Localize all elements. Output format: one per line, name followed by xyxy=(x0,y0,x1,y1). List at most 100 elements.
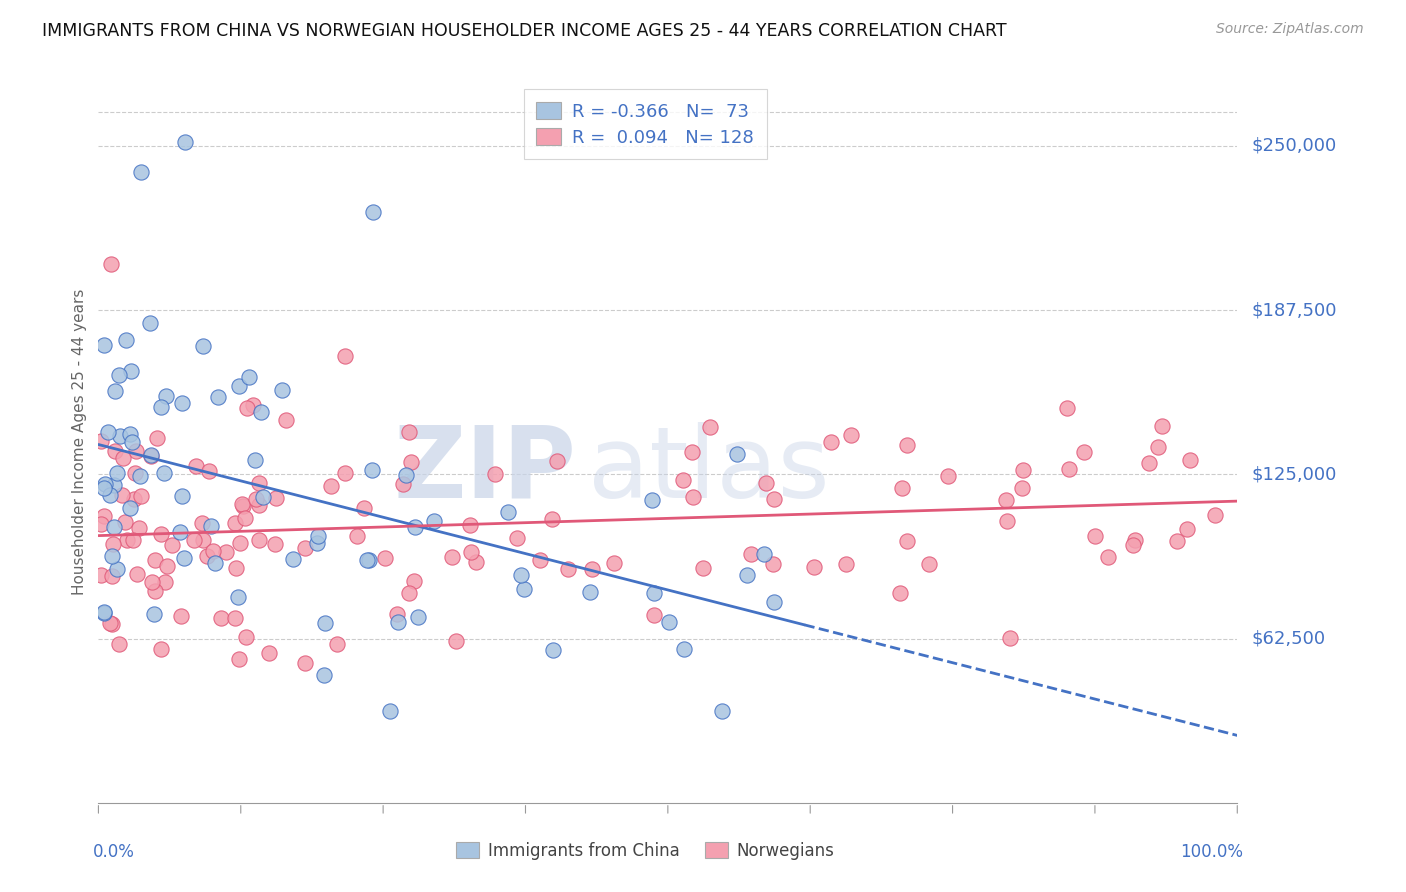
Point xyxy=(250,405,273,419)
Point xyxy=(319,479,342,493)
Point xyxy=(1011,463,1033,477)
Point xyxy=(125,566,148,581)
Point xyxy=(170,396,193,410)
Point xyxy=(101,549,124,563)
Point xyxy=(1152,419,1174,434)
Point xyxy=(755,476,778,491)
Point xyxy=(90,434,112,449)
Point xyxy=(141,574,163,589)
Point xyxy=(101,568,124,582)
Point xyxy=(97,425,120,439)
Point xyxy=(578,585,600,599)
Point xyxy=(114,333,136,347)
Point xyxy=(281,552,304,566)
Point xyxy=(172,489,194,503)
Point xyxy=(242,398,264,412)
Point xyxy=(603,556,626,570)
Point xyxy=(391,476,413,491)
Point xyxy=(398,585,420,599)
Point xyxy=(385,607,408,621)
Point xyxy=(103,519,125,533)
Point xyxy=(294,541,316,555)
Point xyxy=(1175,522,1198,536)
Point xyxy=(326,637,349,651)
Point xyxy=(257,646,280,660)
Point xyxy=(356,553,378,567)
Text: 0.0%: 0.0% xyxy=(93,843,135,861)
Point xyxy=(557,562,579,576)
Point xyxy=(98,487,121,501)
Point xyxy=(170,609,193,624)
Text: ZIP: ZIP xyxy=(394,422,576,519)
Point xyxy=(105,562,128,576)
Point xyxy=(692,561,714,575)
Point xyxy=(754,547,776,561)
Point xyxy=(1180,453,1202,467)
Point xyxy=(238,369,260,384)
Point xyxy=(90,517,112,532)
Point xyxy=(90,567,112,582)
Point xyxy=(236,401,259,415)
Point xyxy=(193,533,215,548)
Point xyxy=(207,390,229,404)
Point xyxy=(918,557,941,571)
Point xyxy=(740,547,762,561)
Point xyxy=(710,704,733,718)
Point xyxy=(378,704,401,718)
Point xyxy=(763,492,786,507)
Point xyxy=(111,450,134,465)
Point xyxy=(440,549,463,564)
Point xyxy=(374,550,396,565)
Point xyxy=(143,553,166,567)
Point xyxy=(111,488,134,502)
Point xyxy=(229,536,252,550)
Point xyxy=(245,491,267,506)
Point xyxy=(641,492,664,507)
Point xyxy=(183,533,205,547)
Point xyxy=(312,668,335,682)
Point xyxy=(889,586,911,600)
Point xyxy=(1097,550,1119,565)
Point xyxy=(129,469,152,483)
Point xyxy=(122,533,145,547)
Point xyxy=(118,500,141,515)
Point xyxy=(233,511,256,525)
Point xyxy=(204,556,226,570)
Point xyxy=(541,642,564,657)
Point xyxy=(156,559,179,574)
Point xyxy=(512,582,534,596)
Point xyxy=(394,467,416,482)
Point xyxy=(173,550,195,565)
Point xyxy=(103,478,125,492)
Point xyxy=(581,562,603,576)
Point xyxy=(1166,534,1188,549)
Point xyxy=(510,568,533,582)
Point xyxy=(672,473,695,487)
Point xyxy=(228,379,250,393)
Point xyxy=(540,512,562,526)
Point xyxy=(100,617,122,632)
Point xyxy=(121,435,143,450)
Point xyxy=(141,449,163,463)
Point xyxy=(307,528,329,542)
Point xyxy=(404,519,426,533)
Point xyxy=(107,637,129,651)
Point xyxy=(464,555,486,569)
Point xyxy=(762,557,785,571)
Text: $62,500: $62,500 xyxy=(1251,630,1326,648)
Point xyxy=(124,466,146,480)
Point xyxy=(643,586,665,600)
Point xyxy=(1056,401,1078,416)
Point xyxy=(658,615,681,629)
Point xyxy=(406,610,429,624)
Point xyxy=(129,165,152,179)
Point xyxy=(228,652,250,666)
Point xyxy=(186,459,208,474)
Point xyxy=(1204,508,1226,522)
Point xyxy=(294,656,316,670)
Point xyxy=(314,616,336,631)
Point xyxy=(820,435,842,450)
Point xyxy=(270,383,292,397)
Point xyxy=(224,611,246,625)
Point xyxy=(101,537,124,551)
